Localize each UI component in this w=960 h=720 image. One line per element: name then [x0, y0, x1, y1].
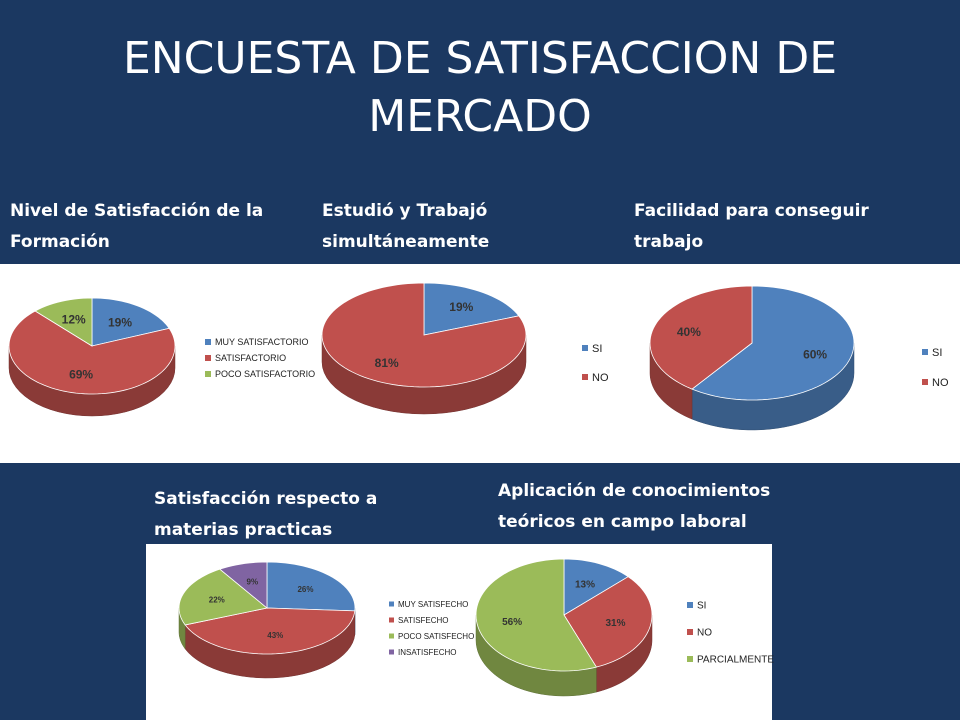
- legend-swatch-3-2: [922, 379, 928, 385]
- pie-slice-1-1: [91, 297, 170, 347]
- pie-slice-1-2: [8, 310, 176, 395]
- chart5-title-line2: teóricos en campo laboral: [498, 512, 747, 532]
- legend-swatch-3-1: [922, 349, 928, 355]
- legend-swatch-4-3: [389, 633, 394, 639]
- legend-swatch-4-4: [389, 649, 394, 655]
- legend-label-3-2: NO: [932, 377, 949, 389]
- legend-label-5-2: NO: [697, 628, 712, 639]
- pie-label-5-2: 31%: [605, 618, 625, 629]
- legend-label-4-1: MUY SATISFECHO: [398, 600, 468, 609]
- chart4-title-line2: materias practicas: [154, 520, 333, 540]
- legend-swatch-1-3: [205, 371, 211, 377]
- pie-slice-4-4: [219, 561, 268, 609]
- pie-label-4-3: 22%: [209, 595, 225, 604]
- legend-label-1-1: MUY SATISFACTORIO: [215, 337, 309, 347]
- legend-swatch-4-1: [389, 601, 394, 607]
- legend-label-4-3: POCO SATISFECHO: [398, 632, 474, 641]
- pie-label-5-3: 56%: [502, 617, 522, 628]
- legend-swatch-2-1: [582, 345, 588, 351]
- pie-slice-1-3: [34, 297, 93, 347]
- pie-label-2-1: 19%: [449, 300, 473, 314]
- pie-label-4-1: 26%: [297, 585, 313, 594]
- pie-label-1-3: 12%: [62, 312, 86, 326]
- chart5-title: Aplicación de conocimientos teóricos en …: [498, 476, 770, 538]
- slide-title-line1: ENCUESTA DE SATISFACCION DE: [122, 33, 838, 84]
- pie-slice-5-1: [563, 558, 629, 616]
- chart1-title-line1: Nivel de Satisfacción de la: [10, 201, 264, 221]
- pie-label-4-2: 43%: [267, 631, 283, 640]
- chart3-title-line2: trabajo: [634, 232, 704, 252]
- pie-slice-4-1: [266, 561, 356, 612]
- legend-label-5-1: SI: [697, 601, 706, 612]
- legend-label-1-2: SATISFACTORIO: [215, 353, 286, 363]
- pie-slice-3-2: [649, 285, 753, 390]
- pie-slice-2-2: [321, 282, 527, 388]
- pie-label-2-2: 81%: [375, 356, 399, 370]
- pie-slice-5-3: [475, 558, 598, 672]
- legend-label-1-3: POCO SATISFACTORIO: [215, 369, 315, 379]
- chart1-title-line2: Formación: [10, 232, 110, 252]
- legend-swatch-1-1: [205, 339, 211, 345]
- legend-label-4-2: SATISFECHO: [398, 616, 449, 625]
- legend-swatch-2-2: [582, 374, 588, 380]
- legend-label-4-4: INSATISFECHO: [398, 648, 457, 657]
- legend-swatch-4-2: [389, 617, 394, 623]
- pie-label-3-2: 40%: [677, 325, 701, 339]
- legend-label-2-1: SI: [592, 343, 602, 355]
- chart3-title-line1: Facilidad para conseguir: [634, 201, 869, 221]
- legend-label-3-1: SI: [932, 347, 942, 359]
- chart4-title: Satisfacción respecto a materias practic…: [154, 484, 377, 546]
- chart2-title: Estudió y Trabajó simultáneamente: [322, 196, 489, 258]
- pie-label-5-1: 13%: [575, 580, 595, 591]
- legend-label-2-2: NO: [592, 372, 609, 384]
- pie-slice-4-3: [178, 568, 268, 626]
- chart1-title: Nivel de Satisfacción de la Formación: [10, 196, 263, 258]
- chart2-title-line1: Estudió y Trabajó: [322, 201, 488, 221]
- pie-label-1-2: 69%: [69, 367, 93, 381]
- pie-slice-3-1: [691, 285, 855, 401]
- pie-label-4-4: 9%: [247, 577, 259, 586]
- legend-swatch-5-3: [687, 656, 693, 662]
- chart3-title: Facilidad para conseguir trabajo: [634, 196, 869, 258]
- legend-swatch-5-1: [687, 602, 693, 608]
- pie-slice-2-1: [423, 282, 520, 336]
- pie-slice-4-2: [184, 607, 356, 655]
- legend-swatch-1-2: [205, 355, 211, 361]
- chart5-title-line1: Aplicación de conocimientos: [498, 481, 771, 501]
- chart4-title-line1: Satisfacción respecto a: [154, 489, 378, 509]
- legend-swatch-5-2: [687, 629, 693, 635]
- pie-label-1-1: 19%: [108, 315, 132, 329]
- legend-label-5-3: PARCIALMENTE: [697, 655, 774, 666]
- slide-title: ENCUESTA DE SATISFACCION DE MERCADO: [80, 30, 880, 146]
- chart2-title-line2: simultáneamente: [322, 232, 490, 252]
- pie-label-3-1: 60%: [803, 348, 827, 362]
- slide-title-line2: MERCADO: [368, 91, 592, 142]
- pie-slice-5-2: [563, 576, 653, 668]
